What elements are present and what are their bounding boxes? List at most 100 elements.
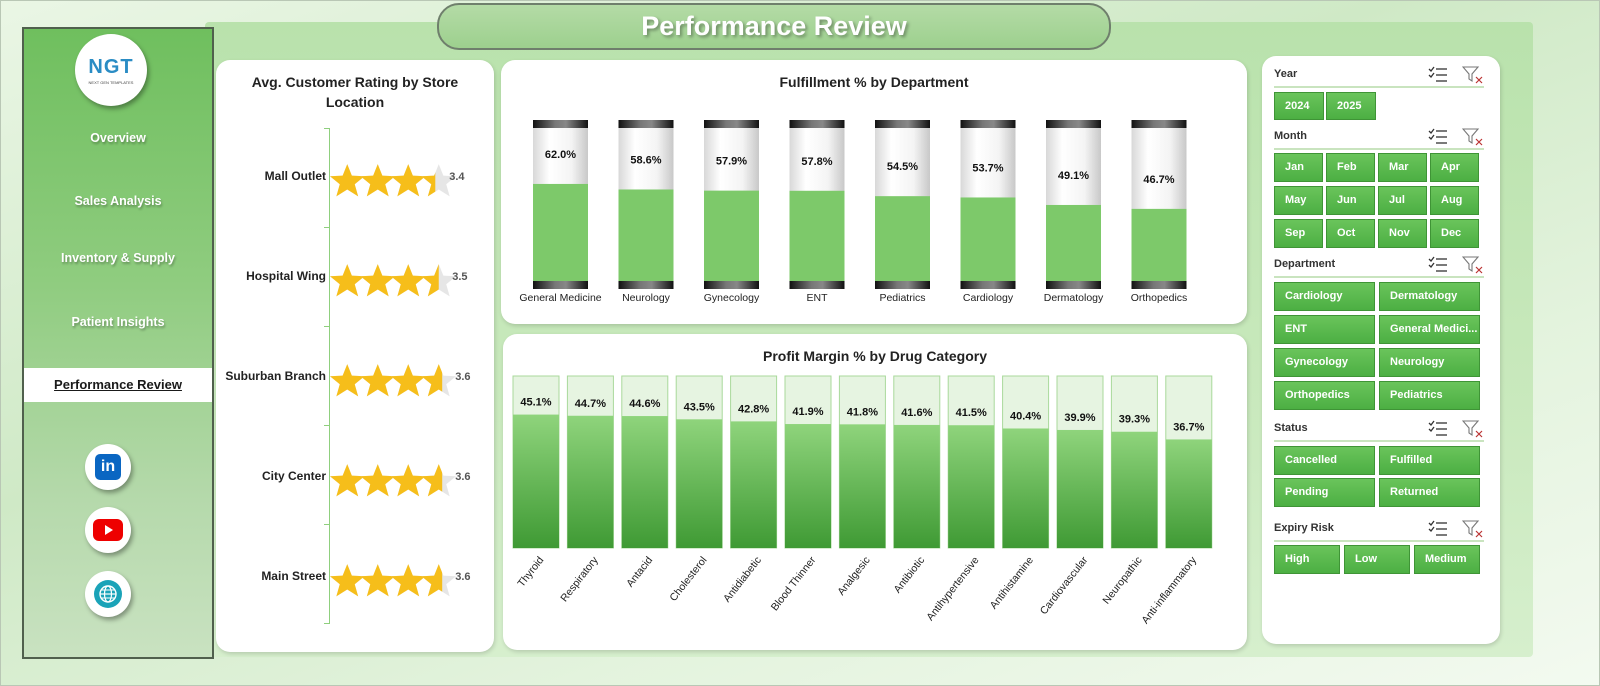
profit-bar xyxy=(1002,428,1049,548)
profit-data-label: 42.8% xyxy=(738,403,769,415)
star-filled-shape xyxy=(421,464,443,497)
multi-select-icon[interactable] xyxy=(1428,256,1448,274)
slicer-header-icons xyxy=(1428,128,1484,146)
slicer-header-status: Status xyxy=(1274,420,1484,442)
slicer-item-department-cardiology[interactable]: Cardiology xyxy=(1274,282,1375,311)
website-button[interactable] xyxy=(85,571,131,617)
slicer-item-status-fulfilled[interactable]: Fulfilled xyxy=(1379,446,1480,475)
slicer-item-department-orthopedics[interactable]: Orthopedics xyxy=(1274,381,1375,410)
profit-bar xyxy=(1057,429,1103,548)
slicer-item-status-cancelled[interactable]: Cancelled xyxy=(1274,446,1375,475)
rating-value-label: 3.5 xyxy=(452,271,468,283)
slicer-title: Expiry Risk xyxy=(1274,522,1334,534)
linkedin-button[interactable]: in xyxy=(85,444,131,490)
nav-performance-review[interactable]: Performance Review xyxy=(24,368,212,402)
slicer-item-department-dermatology[interactable]: Dermatology xyxy=(1379,282,1480,311)
slicer-item-year-2024[interactable]: 2024 xyxy=(1274,92,1324,120)
slicer-item-status-pending[interactable]: Pending xyxy=(1274,478,1375,507)
fulfillment-bar xyxy=(618,189,674,285)
rating-chart-title: Avg. Customer Rating by Store Location xyxy=(251,74,459,110)
star-filled-shape xyxy=(330,464,365,497)
youtube-button[interactable] xyxy=(85,507,131,553)
slicer-item-month-nov[interactable]: Nov xyxy=(1378,219,1427,248)
rating-axis-tick xyxy=(324,524,330,525)
slicer-item-month-oct[interactable]: Oct xyxy=(1326,219,1375,248)
fulfillment-bar-cap-top xyxy=(960,120,1016,128)
nav-inventory-supply[interactable]: Inventory & Supply xyxy=(61,251,175,265)
slicer-item-month-jan[interactable]: Jan xyxy=(1274,153,1323,182)
linkedin-icon-label: in xyxy=(100,458,116,475)
slicer-item-status-returned[interactable]: Returned xyxy=(1379,478,1480,507)
fulfillment-category-label: Gynecology xyxy=(704,292,760,304)
multi-select-icon[interactable] xyxy=(1428,520,1448,538)
slicer-item-department-general-medici[interactable]: General Medici... xyxy=(1379,315,1480,344)
rating-row-city-center: City Center 3.6 xyxy=(216,455,486,505)
slicer-item-month-apr[interactable]: Apr xyxy=(1430,153,1479,182)
slicer-item-year-2025[interactable]: 2025 xyxy=(1326,92,1376,120)
star-filled-shape xyxy=(421,264,439,297)
nav-sales-analysis[interactable]: Sales Analysis xyxy=(74,194,162,208)
profit-category-label: Analgesic xyxy=(835,554,872,597)
profit-bar xyxy=(567,415,614,548)
profit-category-label: Antacid xyxy=(624,554,655,589)
fulfillment-data-label: 49.1% xyxy=(1058,170,1089,182)
slicer-item-month-mar[interactable]: Mar xyxy=(1378,153,1427,182)
fulfillment-bar-cap-bottom xyxy=(618,281,674,289)
slicer-item-department-neurology[interactable]: Neurology xyxy=(1379,348,1480,377)
clear-filter-icon[interactable] xyxy=(1462,520,1484,538)
star-icon xyxy=(360,264,395,297)
profit-bar xyxy=(1165,439,1212,548)
clear-filter-icon[interactable] xyxy=(1462,66,1484,84)
filter-panel: Year 2024 2025 Month Jan Feb Mar Apr May Jun Jul Au… xyxy=(1262,56,1500,644)
star-filled-shape xyxy=(391,464,426,497)
fulfillment-data-label: 53.7% xyxy=(972,162,1003,174)
clear-filter-icon[interactable] xyxy=(1462,256,1484,274)
slicer-item-month-dec[interactable]: Dec xyxy=(1430,219,1479,248)
star-filled-shape xyxy=(330,364,365,397)
fulfillment-bar-cap-bottom xyxy=(960,281,1016,289)
slicer-item-department-ent[interactable]: ENT xyxy=(1274,315,1375,344)
rating-row-main-street: Main Street 3.6 xyxy=(216,555,486,605)
nav-overview[interactable]: Overview xyxy=(90,131,146,145)
star-icon xyxy=(330,464,365,497)
logo-subtext: NEXT GEN TEMPLATES xyxy=(88,79,134,85)
multi-select-icon[interactable] xyxy=(1428,128,1448,146)
profit-category-label: Cardiovascular xyxy=(1038,554,1091,617)
profit-data-label: 44.7% xyxy=(575,398,606,410)
fulfillment-bar-cap-top xyxy=(789,120,845,128)
slicer-item-month-may[interactable]: May xyxy=(1274,186,1323,215)
company-logo[interactable]: NGT NEXT GEN TEMPLATES xyxy=(75,34,147,106)
slicer-item-department-pediatrics[interactable]: Pediatrics xyxy=(1379,381,1480,410)
star-icon xyxy=(330,364,365,397)
slicer-item-month-sep[interactable]: Sep xyxy=(1274,219,1323,248)
multi-select-icon[interactable] xyxy=(1428,66,1448,84)
profit-data-label: 45.1% xyxy=(520,397,551,409)
star-icon xyxy=(360,464,395,497)
clear-filter-icon[interactable] xyxy=(1462,420,1484,438)
profit-data-label: 41.6% xyxy=(901,407,932,419)
rating-stars xyxy=(330,564,456,597)
rating-value-label: 3.6 xyxy=(455,371,471,383)
rating-axis-tick xyxy=(324,326,330,327)
star-icon xyxy=(421,164,456,197)
slicer-item-month-jul[interactable]: Jul xyxy=(1378,186,1427,215)
slicer-item-expiry-risk-medium[interactable]: Medium xyxy=(1414,545,1480,574)
fulfillment-bar-cap-top xyxy=(1131,120,1187,128)
rating-row-mall-outlet: Mall Outlet 3.4 xyxy=(216,155,486,205)
youtube-icon xyxy=(93,519,123,541)
rating-axis-line xyxy=(329,128,330,624)
fulfillment-bar-cap-top xyxy=(1046,120,1101,128)
nav-patient-insights[interactable]: Patient Insights xyxy=(71,315,165,329)
slicer-item-month-feb[interactable]: Feb xyxy=(1326,153,1375,182)
slicer-item-expiry-risk-high[interactable]: High xyxy=(1274,545,1340,574)
clear-filter-icon[interactable] xyxy=(1462,128,1484,146)
slicer-item-department-gynecology[interactable]: Gynecology xyxy=(1274,348,1375,377)
profit-category-label: Antibiotic xyxy=(891,554,927,595)
slicer-title: Year xyxy=(1274,68,1298,80)
rating-axis-tick xyxy=(324,227,330,228)
multi-select-icon[interactable] xyxy=(1428,420,1448,438)
star-icon xyxy=(391,164,426,197)
slicer-item-month-jun[interactable]: Jun xyxy=(1326,186,1375,215)
slicer-item-expiry-risk-low[interactable]: Low xyxy=(1344,545,1410,574)
slicer-item-month-aug[interactable]: Aug xyxy=(1430,186,1479,215)
